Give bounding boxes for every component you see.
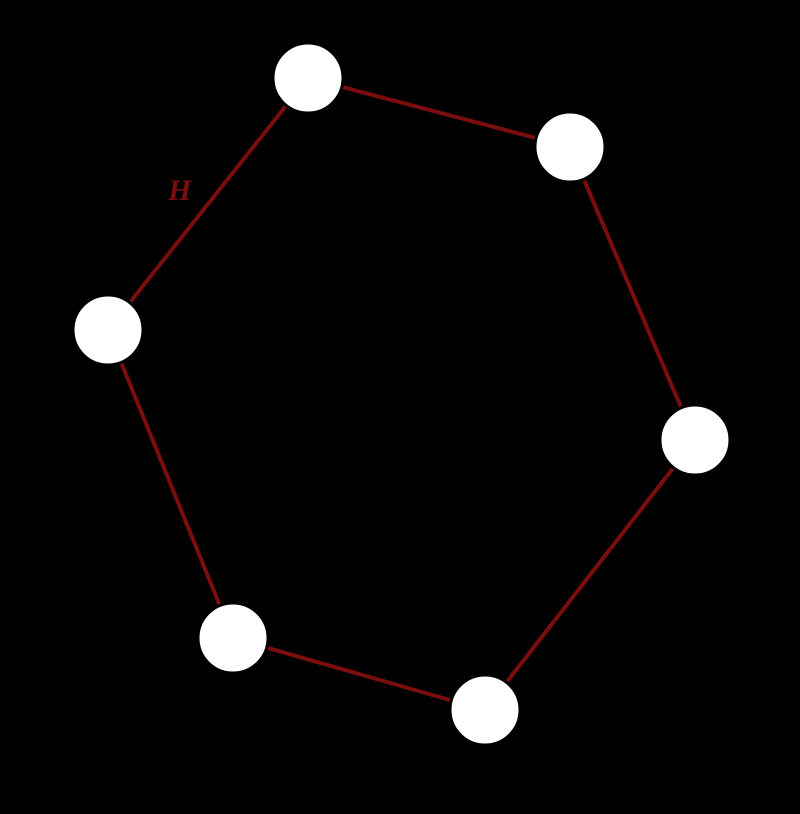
edge-n4-n5 xyxy=(108,330,233,638)
node-n4 xyxy=(198,603,268,673)
graph-label: H xyxy=(167,174,193,207)
graph-diagram: H xyxy=(0,0,800,814)
edge-n2-n3 xyxy=(485,440,695,710)
node-n1 xyxy=(535,112,605,182)
node-n3 xyxy=(450,675,520,745)
nodes-layer xyxy=(73,43,730,745)
edge-n5-n0 xyxy=(108,78,308,330)
edge-n0-n1 xyxy=(308,78,570,147)
edge-n3-n4 xyxy=(233,638,485,710)
edges-layer xyxy=(108,78,695,710)
node-n0 xyxy=(273,43,343,113)
edge-n1-n2 xyxy=(570,147,695,440)
node-n5 xyxy=(73,295,143,365)
node-n2 xyxy=(660,405,730,475)
